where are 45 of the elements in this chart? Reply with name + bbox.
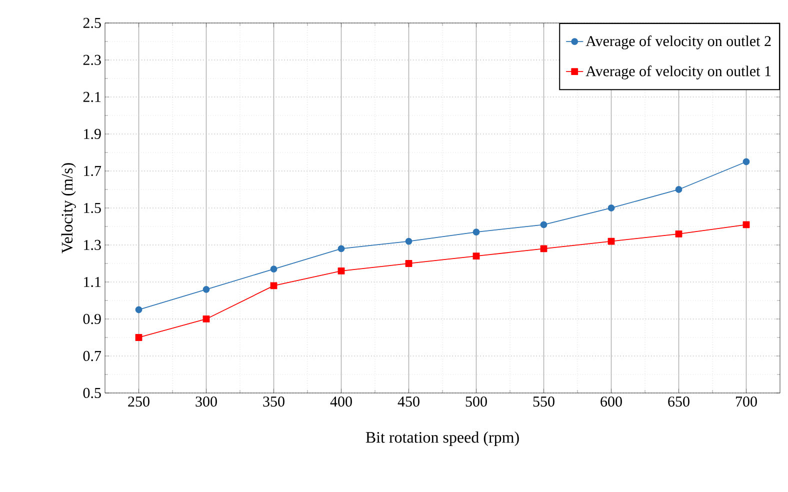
x-tick-label: 400 xyxy=(330,396,352,407)
y-axis-title: Velocity (m/s) xyxy=(61,163,76,254)
y-tick-label: 1.9 xyxy=(84,128,101,140)
x-tick-label: 300 xyxy=(196,396,217,407)
y-tick-label: 2.3 xyxy=(83,54,101,66)
point xyxy=(338,267,345,274)
point xyxy=(405,260,412,267)
y-tick-label: 1.1 xyxy=(84,276,101,288)
legend-label: Average of velocity on outlet 1 xyxy=(586,66,771,80)
x-tick-label: 650 xyxy=(668,396,690,407)
y-tick-label: 1.7 xyxy=(84,166,102,176)
y-tick-label: 0.7 xyxy=(83,350,102,362)
point xyxy=(472,228,480,236)
x-tick-label: 250 xyxy=(128,396,150,407)
point xyxy=(608,204,615,212)
y-tick-label: 0.9 xyxy=(83,314,101,324)
point xyxy=(540,245,548,252)
point xyxy=(270,282,278,290)
point xyxy=(202,316,210,322)
x-tick-label: 500 xyxy=(466,396,487,407)
point xyxy=(135,306,142,314)
point xyxy=(472,252,480,260)
x-tick-label: 350 xyxy=(263,396,284,407)
legend-label: Average of velocity on outlet 2 xyxy=(586,36,771,50)
point xyxy=(675,230,682,238)
point xyxy=(202,286,210,293)
x-tick-label: 550 xyxy=(533,396,554,407)
point xyxy=(742,158,750,166)
x-tick-label: 700 xyxy=(736,396,757,407)
y-tick-label: 2.5 xyxy=(83,18,101,28)
x-tick-label: 600 xyxy=(600,396,622,407)
point xyxy=(675,186,682,193)
point xyxy=(540,221,548,228)
y-tick-label: 0.5 xyxy=(83,388,101,398)
y-tick-label: 1.5 xyxy=(84,202,101,214)
point xyxy=(742,221,750,228)
point xyxy=(270,266,278,272)
point xyxy=(135,334,142,341)
y-tick-label: 2.1 xyxy=(83,92,101,102)
y-tick-label: 1.3 xyxy=(84,240,101,250)
x-axis-title: Bit rotation speed (rpm) xyxy=(366,432,519,446)
point xyxy=(338,245,345,252)
point xyxy=(405,238,412,245)
x-tick-label: 450 xyxy=(398,396,420,407)
point xyxy=(608,238,615,245)
